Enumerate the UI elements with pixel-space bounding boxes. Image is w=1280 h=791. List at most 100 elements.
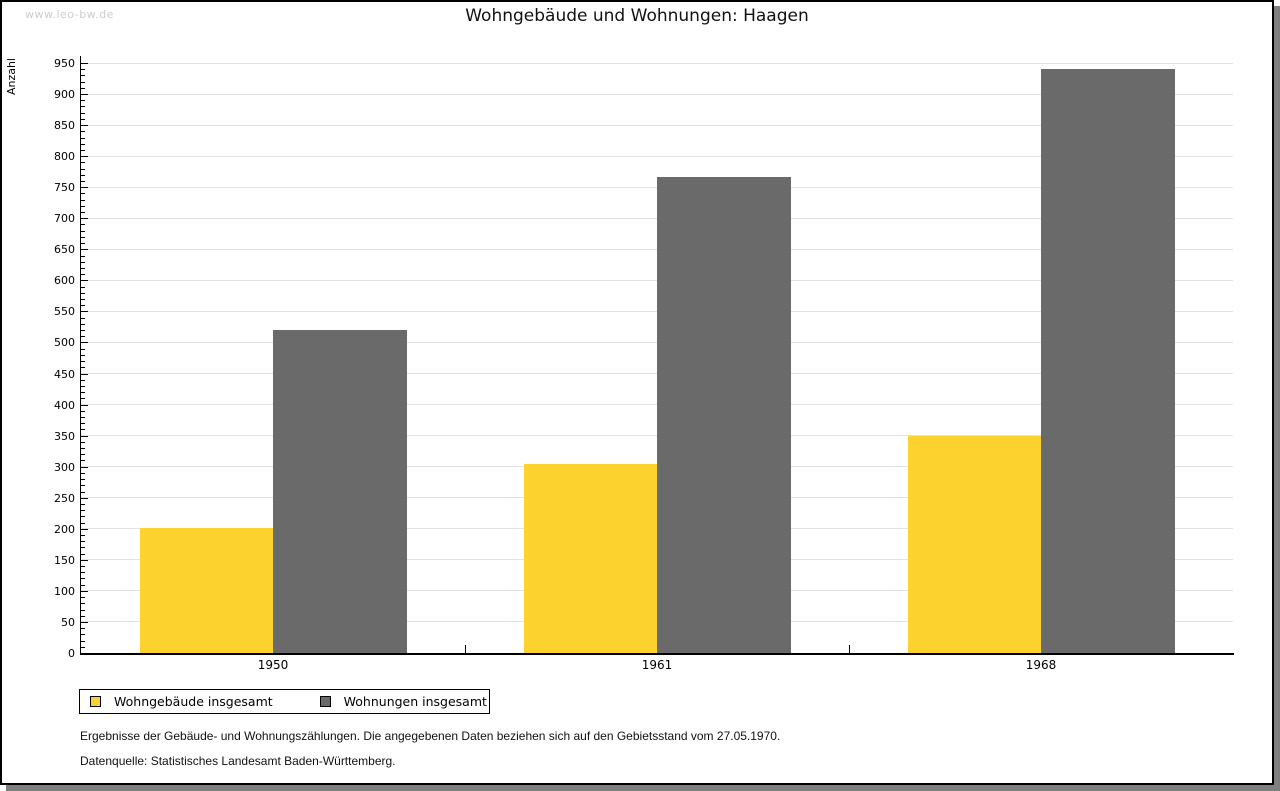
watermark: www.leo-bw.de [25,8,114,21]
legend-swatch-wohnungen [319,696,331,707]
y-minor-tick [81,118,85,120]
y-tick-label: 450 [54,367,75,381]
y-minor-tick [81,137,85,139]
y-tick-label: 900 [54,88,75,102]
gridline [81,62,1233,64]
y-minor-tick [81,81,85,83]
y-minor-tick [81,423,85,425]
y-minor-tick [81,330,85,332]
y-major-tick [81,497,88,499]
y-tick-label: 150 [54,553,75,567]
y-tick-label: 200 [54,522,75,536]
y-minor-tick [81,149,85,151]
x-category-label: 1950 [257,658,289,672]
y-minor-tick [81,286,85,288]
y-major-tick [81,311,88,313]
y-minor-tick [81,398,85,400]
footnote-line2: Datenquelle: Statistisches Landesamt Bad… [80,754,396,768]
y-major-tick [81,218,88,220]
y-axis-title: Anzahl [5,58,18,96]
y-minor-tick [81,510,85,512]
y-minor-tick [81,348,85,350]
x-axis-line [80,653,1234,655]
y-minor-tick [81,628,85,630]
y-major-tick [81,559,88,561]
y-major-tick [81,342,88,344]
y-major-tick [81,94,88,96]
y-minor-tick [81,640,85,642]
y-major-tick [81,373,88,375]
y-minor-tick [81,267,85,269]
legend-label-wohngebaeude: Wohngebäude insgesamt [114,694,273,709]
y-minor-tick [81,584,85,586]
y-minor-tick [81,448,85,450]
y-major-tick [81,156,88,158]
y-minor-tick [81,199,85,201]
y-minor-tick [81,547,85,549]
y-major-tick [81,590,88,592]
y-major-tick [81,404,88,406]
y-minor-tick [81,131,85,133]
y-minor-tick [81,646,85,648]
y-tick-label: 600 [54,274,75,288]
y-minor-tick [81,255,85,257]
y-major-tick [81,280,88,282]
legend: Wohngebäude insgesamt Wohnungen insgesam… [79,689,490,714]
y-minor-tick [81,261,85,263]
y-minor-tick [81,317,85,319]
y-minor-tick [81,336,85,338]
footnote-line1: Ergebnisse der Gebäude- und Wohnungszähl… [80,729,781,743]
y-minor-tick [81,75,85,77]
y-axis-line [80,56,81,655]
y-tick-label: 750 [54,181,75,195]
y-minor-tick [81,522,85,524]
y-minor-tick [81,112,85,114]
y-minor-tick [81,578,85,580]
y-minor-tick [81,572,85,574]
y-major-tick [81,466,88,468]
y-minor-tick [81,454,85,456]
y-minor-tick [81,535,85,536]
y-minor-tick [81,100,85,102]
bar-wohngebaeude [523,463,657,653]
y-tick-label: 850 [54,119,75,133]
y-tick-label: 400 [54,398,75,412]
y-major-tick [81,528,88,530]
y-minor-tick [81,193,85,195]
bar-wohngebaeude [907,435,1041,653]
y-minor-tick [81,385,85,387]
y-minor-tick [81,87,85,89]
y-major-tick [81,187,88,189]
y-minor-tick [81,305,85,307]
y-minor-tick [81,354,85,356]
y-minor-tick [81,230,85,232]
y-major-tick [81,621,88,623]
gridline [81,155,1233,157]
y-minor-tick [81,143,85,145]
legend-label-wohnungen: Wohnungen insgesamt [343,694,487,709]
y-tick-label: 0 [68,647,75,660]
y-minor-tick [81,69,85,71]
y-tick-label: 550 [54,305,75,319]
y-minor-tick [81,410,85,412]
y-minor-tick [81,224,85,226]
x-category-label: 1961 [641,658,673,672]
y-tick-label: 650 [54,243,75,257]
bar-wohnungen [1041,68,1175,653]
y-minor-tick [81,553,85,555]
y-minor-tick [81,274,85,276]
gridline [81,93,1233,95]
y-minor-tick [81,236,85,238]
y-tick-label: 350 [54,429,75,443]
y-minor-tick [81,243,85,245]
y-minor-tick [81,212,85,214]
y-minor-tick [81,491,85,493]
y-minor-tick [81,503,85,505]
y-minor-tick [81,174,85,176]
bar-wohnungen [273,330,407,653]
y-minor-tick [81,323,85,325]
y-minor-tick [81,106,85,108]
y-minor-tick [81,609,85,611]
y-minor-tick [81,379,85,381]
bar-wohnungen [657,177,791,653]
